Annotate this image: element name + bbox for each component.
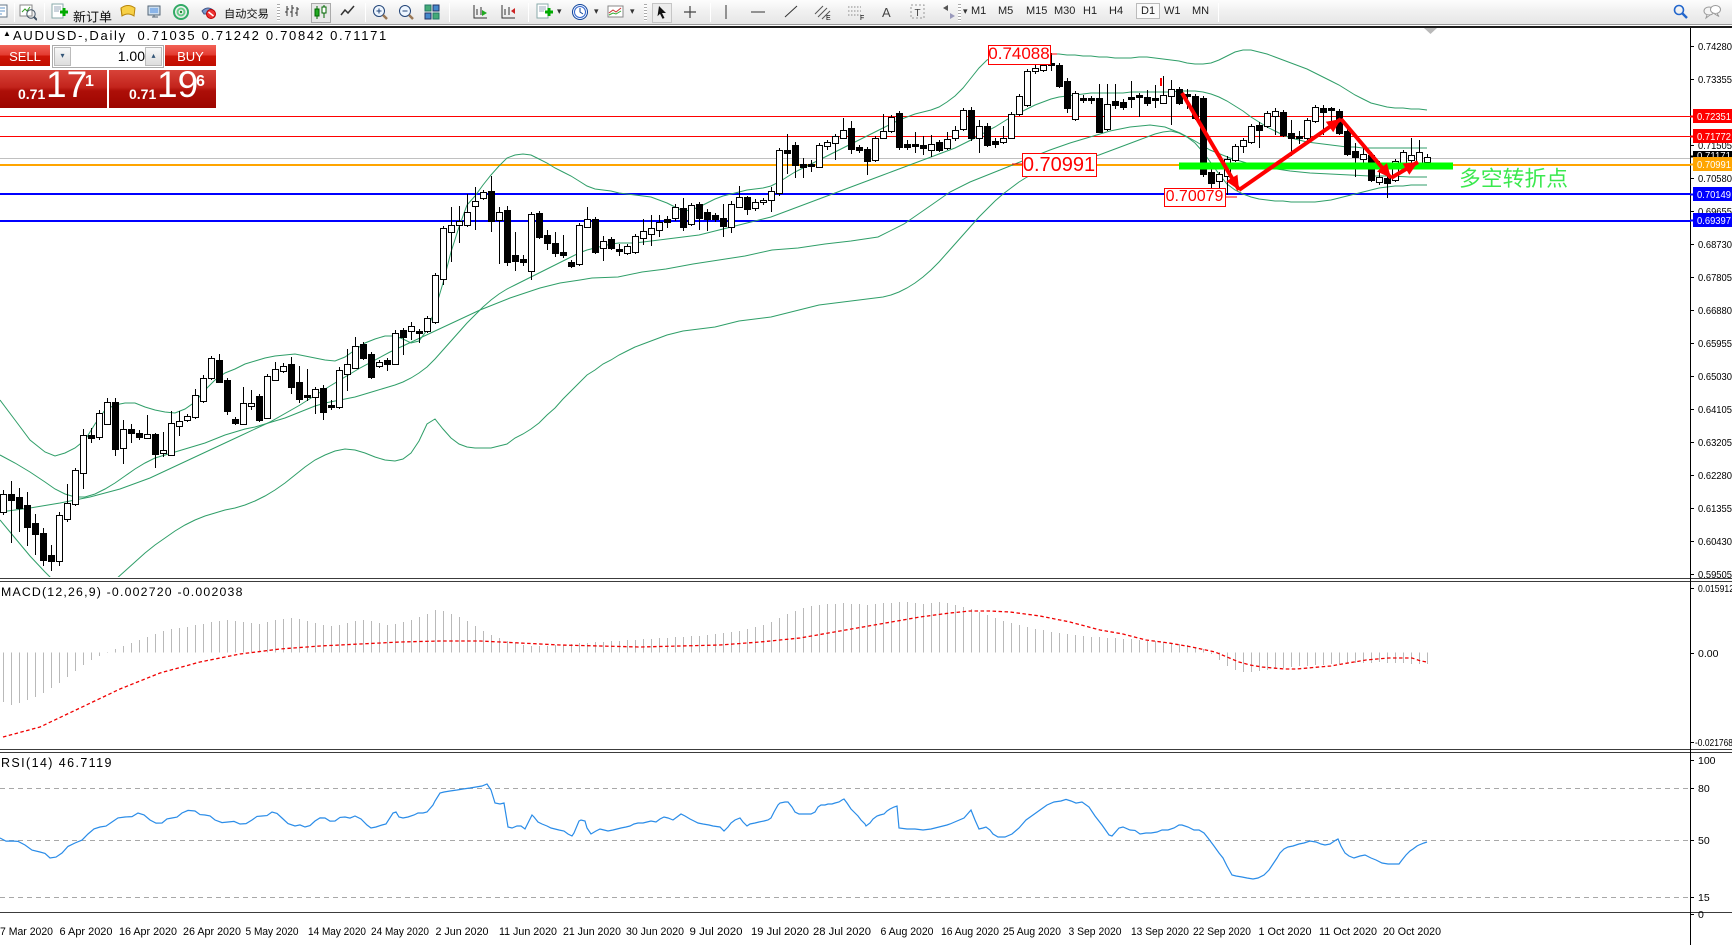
svg-text:3 Sep 2020: 3 Sep 2020 — [1069, 926, 1122, 938]
svg-text:RSI(14) 46.7119: RSI(14) 46.7119 — [1, 756, 113, 770]
svg-text:0.60430: 0.60430 — [1698, 536, 1732, 548]
svg-text:0: 0 — [1698, 909, 1704, 921]
svg-text:5 May 2020: 5 May 2020 — [246, 926, 299, 938]
svg-text:11 Oct 2020: 11 Oct 2020 — [1319, 926, 1377, 938]
svg-text:11 Jun 2020: 11 Jun 2020 — [499, 926, 557, 938]
svg-text:25 Aug 2020: 25 Aug 2020 — [1003, 926, 1061, 938]
svg-text:MACD(12,26,9) -0.002720 -0.002: MACD(12,26,9) -0.002720 -0.002038 — [1, 585, 244, 599]
svg-text:80: 80 — [1698, 783, 1710, 795]
svg-text:6 Aug 2020: 6 Aug 2020 — [881, 926, 934, 938]
svg-text:0.70149: 0.70149 — [1697, 189, 1731, 201]
svg-text:0.67805: 0.67805 — [1698, 272, 1732, 284]
svg-text:0.015912: 0.015912 — [1698, 583, 1732, 595]
svg-text:100: 100 — [1698, 755, 1716, 767]
svg-text:24 May 2020: 24 May 2020 — [371, 926, 429, 938]
svg-text:0.70079: 0.70079 — [1166, 188, 1224, 205]
svg-text:F: F — [860, 15, 864, 21]
svg-text:13 Sep 2020: 13 Sep 2020 — [1131, 926, 1189, 938]
svg-text:7 Mar 2020: 7 Mar 2020 — [0, 926, 53, 938]
svg-text:0.74280: 0.74280 — [1698, 41, 1732, 53]
svg-text:0.61355: 0.61355 — [1698, 503, 1732, 515]
svg-text:16 Apr 2020: 16 Apr 2020 — [119, 926, 177, 938]
svg-text:T: T — [915, 8, 921, 19]
svg-text:0.65030: 0.65030 — [1698, 371, 1732, 383]
svg-text:0.62280: 0.62280 — [1698, 470, 1732, 482]
svg-text:E: E — [826, 15, 831, 21]
svg-text:1 Oct 2020: 1 Oct 2020 — [1259, 926, 1312, 938]
svg-text:0.70991: 0.70991 — [1697, 159, 1731, 171]
svg-text:6 Apr 2020: 6 Apr 2020 — [60, 926, 113, 938]
svg-text:16 Aug 2020: 16 Aug 2020 — [941, 926, 999, 938]
svg-text:0.72351: 0.72351 — [1697, 111, 1731, 123]
svg-text:0.64105: 0.64105 — [1698, 404, 1732, 416]
svg-text:0.68730: 0.68730 — [1698, 239, 1732, 251]
svg-text:26 Apr 2020: 26 Apr 2020 — [183, 926, 241, 938]
svg-text:15: 15 — [1698, 892, 1710, 904]
svg-text:0.70580: 0.70580 — [1698, 173, 1732, 185]
svg-text:22 Sep 2020: 22 Sep 2020 — [1193, 926, 1251, 938]
svg-text:-0.021768: -0.021768 — [1695, 737, 1732, 749]
svg-text:0.00: 0.00 — [1698, 648, 1719, 660]
svg-text:21 Jun 2020: 21 Jun 2020 — [563, 926, 621, 938]
svg-text:2 Jun 2020: 2 Jun 2020 — [436, 926, 489, 938]
svg-text:0.73355: 0.73355 — [1698, 74, 1732, 86]
svg-text:30 Jun 2020: 30 Jun 2020 — [626, 926, 684, 938]
svg-text:0.66880: 0.66880 — [1698, 305, 1732, 317]
svg-text:0.71772: 0.71772 — [1697, 131, 1731, 143]
svg-text:0.69397: 0.69397 — [1697, 215, 1731, 227]
svg-text:28 Jul 2020: 28 Jul 2020 — [813, 926, 871, 938]
svg-text:50: 50 — [1698, 835, 1710, 847]
svg-text:0.65955: 0.65955 — [1698, 338, 1732, 350]
svg-text:19 Jul 2020: 19 Jul 2020 — [751, 926, 809, 938]
svg-text:14 May 2020: 14 May 2020 — [308, 926, 366, 938]
svg-text:0.59505: 0.59505 — [1698, 569, 1732, 581]
svg-text:A: A — [882, 5, 891, 20]
svg-text:9 Jul 2020: 9 Jul 2020 — [690, 926, 743, 938]
svg-text:20 Oct 2020: 20 Oct 2020 — [1383, 926, 1441, 938]
svg-text:0.63205: 0.63205 — [1698, 437, 1732, 449]
svg-text:0.74088: 0.74088 — [988, 44, 1049, 63]
svg-text:0.70991: 0.70991 — [1023, 154, 1095, 176]
